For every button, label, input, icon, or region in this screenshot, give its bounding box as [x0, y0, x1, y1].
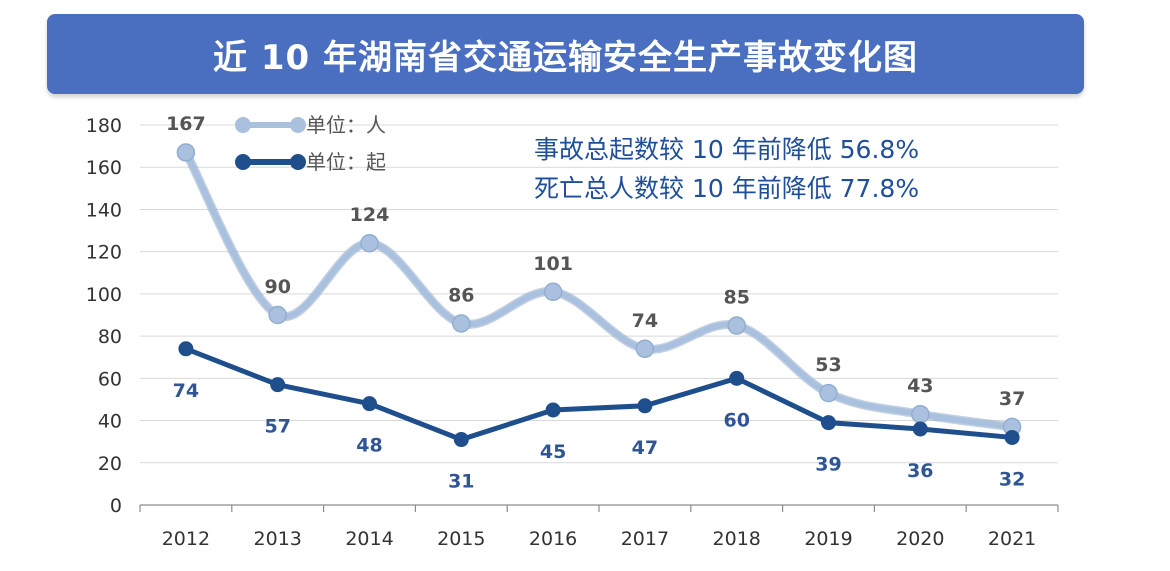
series-people-line	[182, 149, 1016, 430]
legend: 单位：人单位：起	[235, 113, 386, 174]
data-label-people: 167	[166, 113, 206, 135]
series-events-point	[821, 415, 836, 431]
data-label-events: 48	[356, 435, 382, 457]
series-people-point	[176, 143, 196, 162]
title-banner: 近 10 年湖南省交通运输安全生产事故变化图	[47, 14, 1084, 94]
y-tick-label: 40	[98, 411, 122, 433]
x-tick-label: 2012	[162, 528, 210, 550]
data-label-people: 85	[723, 287, 749, 309]
series-people-point	[543, 282, 563, 302]
series	[176, 143, 1022, 448]
y-tick-label: 60	[98, 368, 122, 390]
x-tick-label: 2015	[437, 528, 485, 550]
data-label-people: 101	[533, 253, 573, 275]
legend-label-events: 单位：起	[306, 150, 386, 174]
series-people-point	[911, 404, 930, 424]
data-label-events: 32	[999, 468, 1025, 490]
series-events-point	[545, 402, 561, 418]
series-events-point	[362, 396, 377, 412]
y-tick-label: 180	[86, 115, 122, 137]
y-tick-label: 20	[98, 453, 122, 475]
chart-title: 近 10 年湖南省交通运输安全生产事故变化图	[213, 37, 918, 78]
data-label-people: 124	[350, 204, 390, 226]
y-tick-label: 80	[98, 326, 122, 348]
series-people-point	[268, 305, 287, 325]
legend-label-people: 单位：人	[306, 113, 386, 137]
series-people-point	[452, 314, 471, 333]
data-label-events: 47	[632, 437, 658, 459]
x-tick-label: 2019	[804, 528, 852, 550]
series-events-point	[912, 421, 928, 437]
x-tick-label: 2020	[896, 528, 944, 550]
series-events-point	[1004, 429, 1020, 445]
axes: 0 20 40 60 80 100 120 140 160 180 2012 2013 2014 2015…	[86, 115, 1059, 550]
y-tick-label: 100	[86, 284, 122, 306]
x-tick-label: 2021	[988, 528, 1036, 550]
data-label-events: 39	[815, 454, 841, 476]
y-tick-label: 0	[110, 495, 122, 517]
x-tick-label: 2016	[529, 528, 577, 550]
series-people-point	[819, 383, 838, 403]
legend-events-marker	[290, 154, 306, 170]
data-label-people: 37	[999, 388, 1025, 410]
annotation-text: 事故总起数较 10 年前降低 56.8%	[534, 135, 919, 164]
data-label-events: 36	[907, 460, 933, 482]
data-label-events: 74	[173, 380, 199, 402]
data-label-events: 60	[723, 409, 749, 431]
x-tick-label: 2014	[345, 528, 393, 550]
data-label-events: 57	[264, 416, 290, 438]
series-events-point	[270, 377, 286, 393]
series-events-point	[453, 432, 469, 448]
series-people-point	[727, 316, 746, 335]
series-events-line	[184, 346, 1013, 443]
series-events-point	[637, 398, 653, 414]
data-label-people: 86	[448, 284, 474, 306]
legend-people-marker	[290, 117, 306, 133]
y-tick-label: 140	[86, 199, 122, 221]
y-tick-label: 120	[86, 242, 122, 264]
x-tick-label: 2017	[621, 528, 669, 550]
series-people-point	[360, 233, 379, 253]
series-events-point	[178, 341, 194, 357]
data-label-people: 53	[815, 354, 841, 376]
annotations: 事故总起数较 10 年前降低 56.8% 死亡总人数较 10 年前降低 77.8%	[534, 135, 919, 203]
legend-people-marker	[235, 117, 251, 133]
data-label-events: 31	[448, 471, 474, 493]
x-tick-label: 2013	[254, 528, 302, 550]
data-label-events: 45	[540, 441, 566, 463]
data-labels: 167 90 124 86 101 74 85 53 43 37 74 57 48 31 45 47 60 39 3…	[166, 113, 1025, 493]
data-label-people: 74	[632, 310, 658, 332]
y-tick-label: 160	[86, 157, 122, 179]
series-events-point	[729, 370, 745, 386]
legend-events-marker	[235, 154, 251, 170]
data-label-people: 43	[907, 375, 933, 397]
x-tick-label: 2018	[713, 528, 761, 550]
series-people-point	[635, 339, 655, 359]
data-label-people: 90	[264, 276, 290, 298]
annotation-text: 死亡总人数较 10 年前降低 77.8%	[534, 174, 919, 203]
